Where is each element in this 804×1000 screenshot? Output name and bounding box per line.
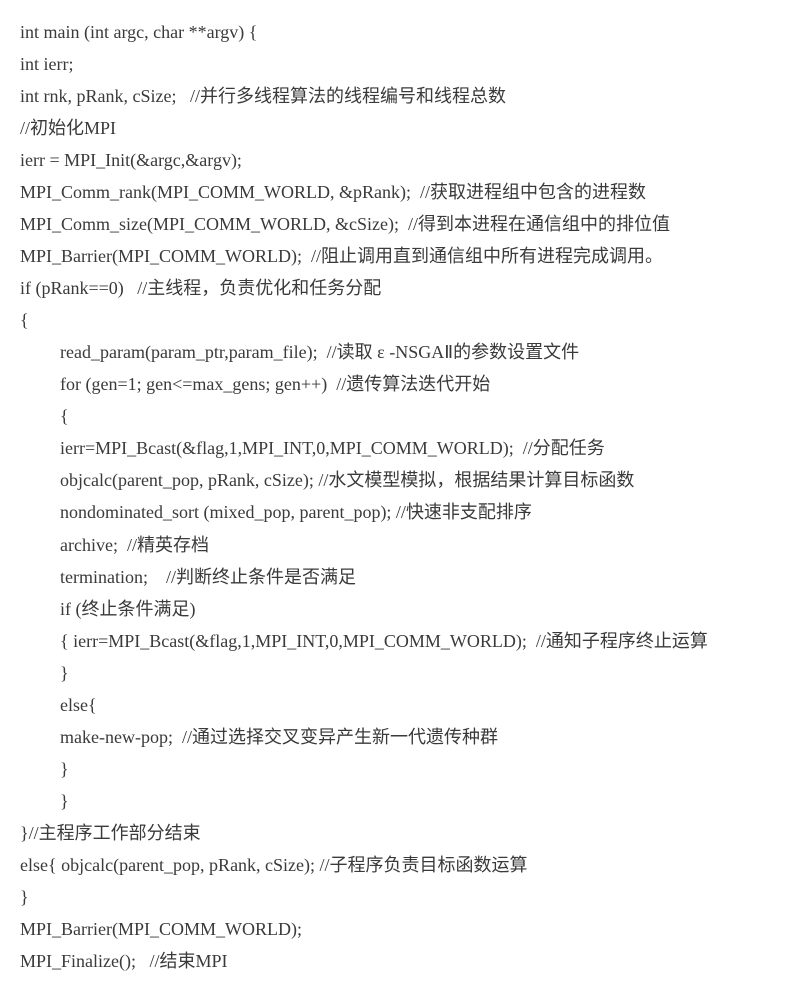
code-line: { [20, 304, 784, 336]
code-line: } [20, 753, 784, 785]
code-line: objcalc(parent_pop, pRank, cSize); //水文模… [20, 464, 784, 496]
code-line: int main (int argc, char **argv) { [20, 16, 784, 48]
code-line: MPI_Finalize(); //结束MPI [20, 945, 784, 977]
code-line: int rnk, pRank, cSize; //并行多线程算法的线程编号和线程… [20, 80, 784, 112]
code-line: termination; //判断终止条件是否满足 [20, 561, 784, 593]
code-line: { [20, 400, 784, 432]
code-line: MPI_Barrier(MPI_COMM_WORLD); [20, 913, 784, 945]
code-line: if (终止条件满足) [20, 593, 784, 625]
code-line: if (pRank==0) //主线程，负责优化和任务分配 [20, 272, 784, 304]
code-line: int ierr; [20, 48, 784, 80]
code-line: } [20, 881, 784, 913]
code-line: MPI_Comm_rank(MPI_COMM_WORLD, &pRank); /… [20, 176, 784, 208]
code-line: }//主程序工作部分结束 [20, 817, 784, 849]
code-line: MPI_Barrier(MPI_COMM_WORLD); //阻止调用直到通信组… [20, 240, 784, 272]
code-line: else{ objcalc(parent_pop, pRank, cSize);… [20, 849, 784, 881]
code-line: else{ [20, 689, 784, 721]
code-line: archive; //精英存档 [20, 529, 784, 561]
code-line: nondominated_sort (mixed_pop, parent_pop… [20, 496, 784, 528]
code-line: ierr = MPI_Init(&argc,&argv); [20, 144, 784, 176]
code-line: } [20, 785, 784, 817]
code-line: } [20, 657, 784, 689]
code-line: { ierr=MPI_Bcast(&flag,1,MPI_INT,0,MPI_C… [20, 625, 784, 657]
code-line: read_param(param_ptr,param_file); //读取 ε… [20, 336, 784, 368]
code-line: for (gen=1; gen<=max_gens; gen++) //遗传算法… [20, 368, 784, 400]
code-line: //初始化MPI [20, 112, 784, 144]
code-line: make-new-pop; //通过选择交叉变异产生新一代遗传种群 [20, 721, 784, 753]
code-line: ierr=MPI_Bcast(&flag,1,MPI_INT,0,MPI_COM… [20, 432, 784, 464]
code-line: MPI_Comm_size(MPI_COMM_WORLD, &cSize); /… [20, 208, 784, 240]
